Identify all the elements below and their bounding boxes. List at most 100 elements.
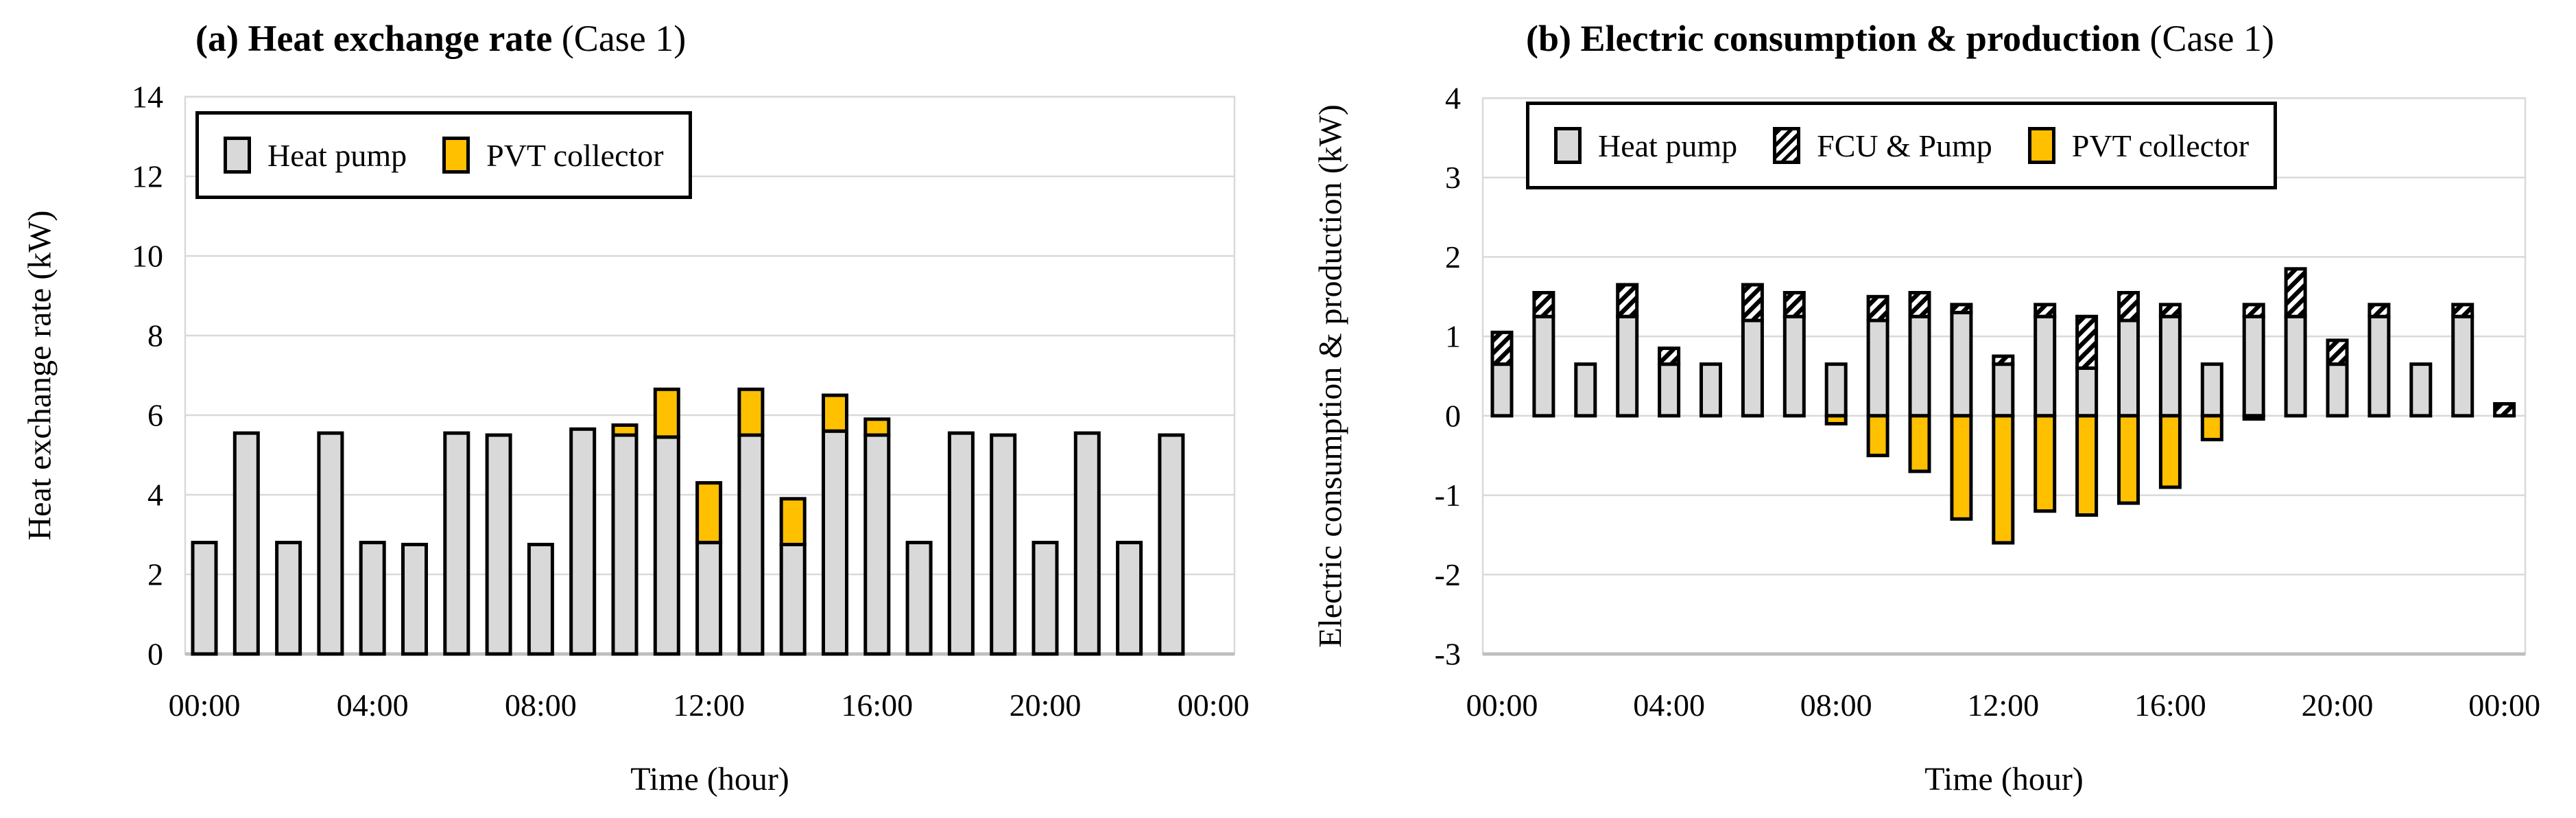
legend-item: PVT collector [442,137,664,174]
bar-segment-hatch [1490,330,1514,366]
bar-segment-gray [2326,362,2349,418]
chart-a-title: (a) Heat exchange rate (Case 1) [195,18,686,59]
bar-segment-gray [905,541,933,656]
bar-segment-yellow [2158,414,2182,489]
bar-segment-yellow [2034,414,2057,513]
bar-segment-gray [1574,362,1597,418]
chart-a-panel: (a) Heat exchange rate (Case 1) Heat exc… [22,18,1250,797]
bar-segment-gray [2242,314,2265,418]
bar-segment-gray [1158,433,1185,656]
y-tick-label: 6 [147,398,163,433]
legend-label: PVT collector [486,137,664,173]
legend-label: Heat pump [1598,128,1738,163]
legend-item: Heat pump [224,137,407,174]
bar-segment-gray [947,431,975,656]
x-tick-label: 00:00 [2468,688,2540,723]
bar-segment-hatch [2242,303,2265,318]
bar-segment-hatch [2117,291,2140,323]
y-tick-label: 2 [1445,239,1461,274]
chart-a-title-main: (a) Heat exchange rate [195,18,553,59]
y-tick-label: 14 [132,80,163,115]
bar-segment-gray [485,433,512,656]
bar-segment-yellow [1824,414,1848,425]
x-tick-label: 16:00 [841,688,913,723]
bar-segment-hatch [2493,402,2516,418]
bar-segment-yellow [863,417,891,437]
bar-segment-yellow [653,387,680,439]
bar-segment-gray [779,543,807,656]
y-tick-label: -2 [1435,557,1461,592]
chart-b-title-main: (b) Electric consumption & production [1526,18,2141,59]
bar-segment-gray [737,433,765,656]
x-tick-label: 08:00 [1800,688,1872,723]
y-tick-label: 0 [147,637,163,672]
y-tick-label: 2 [147,557,163,592]
bar-segment-yellow [2075,414,2099,517]
bar-segment-gray [1116,541,1143,656]
bar-segment-gray [1866,318,1889,418]
bar-segment-gray [1824,362,1848,418]
bar-segment-gray [1658,362,1681,418]
bar-segment-gray [2200,362,2223,418]
y-tick-label: -3 [1435,637,1461,672]
bar-segment-gray [401,543,428,656]
bar-segment-hatch [1866,294,1889,323]
chart-b-x-axis-label: Time (hour) [1924,761,2084,797]
bar-segment-gray [1908,314,1931,418]
x-tick-label: 20:00 [1010,688,1082,723]
x-tick-label: 08:00 [505,688,577,723]
bar-segment-gray [2075,366,2099,418]
bar-segment-yellow [695,481,723,545]
y-tick-label: 3 [1445,160,1461,195]
chart-b-title-case: (Case 1) [2140,18,2274,59]
bar-segment-hatch [2368,303,2391,318]
bar-segment-hatch [2451,303,2474,318]
bar-segment-gray [1992,362,2015,418]
bar-segment-yellow [822,393,848,433]
y-tick-label: 12 [132,159,163,194]
bar-segment-gray [611,433,639,656]
bar-segment-gray [2117,318,2140,418]
bar-segment-yellow [1908,414,1931,474]
bar-segment-hatch [2034,303,2057,318]
bar-segment-gray [1782,314,1806,418]
bar-segment-gray [1073,431,1101,656]
chart-a-title-case: (Case 1) [552,18,687,59]
legend-item: PVT collector [2027,127,2249,164]
legend-label: FCU & Pump [1817,128,1992,163]
chart-a-legend: Heat pump PVT collector [195,111,692,199]
bar-segment-gray [1490,362,1514,418]
legend-swatch-yellow [2027,127,2055,164]
bar-segment-gray [1616,314,1639,418]
legend-item: Heat pump [1554,127,1737,164]
bar-segment-hatch [1992,354,2015,366]
legend-swatch-gray [1554,127,1582,164]
bar-segment-yellow [1992,414,2015,545]
y-tick-label: 0 [1445,398,1461,433]
chart-a-x-axis-label: Time (hour) [630,761,789,797]
x-tick-label: 16:00 [2134,688,2206,723]
bar-segment-hatch [1908,291,1931,318]
bar-segment-gray [1700,362,1722,418]
bar-segment-hatch [1741,283,1764,323]
x-tick-label: 12:00 [1967,688,2039,723]
y-tick-label: 8 [147,318,163,353]
bar-segment-yellow [611,423,639,437]
bar-segment-hatch [2326,338,2349,366]
x-tick-label: 12:00 [673,688,745,723]
bar-segment-hatch [2158,303,2182,318]
bar-segment-hatch [1532,291,1555,318]
bar-segment-yellow [1950,414,1973,521]
bar-segment-yellow [2200,414,2223,442]
bar-segment-hatch [2075,314,2099,370]
bar-segment-gray [527,543,554,656]
bar-segment-hatch [1782,291,1806,318]
legend-swatch-yellow [442,137,470,174]
bar-segment-gray [2034,314,2057,418]
y-tick-label: 10 [132,239,163,274]
bar-segment-hatch [1658,347,1681,366]
bar-segment-yellow [2117,414,2140,505]
bar-segment-gray [2284,314,2307,418]
bar-segment-gray [232,431,260,656]
bar-segment-yellow [2242,414,2265,421]
